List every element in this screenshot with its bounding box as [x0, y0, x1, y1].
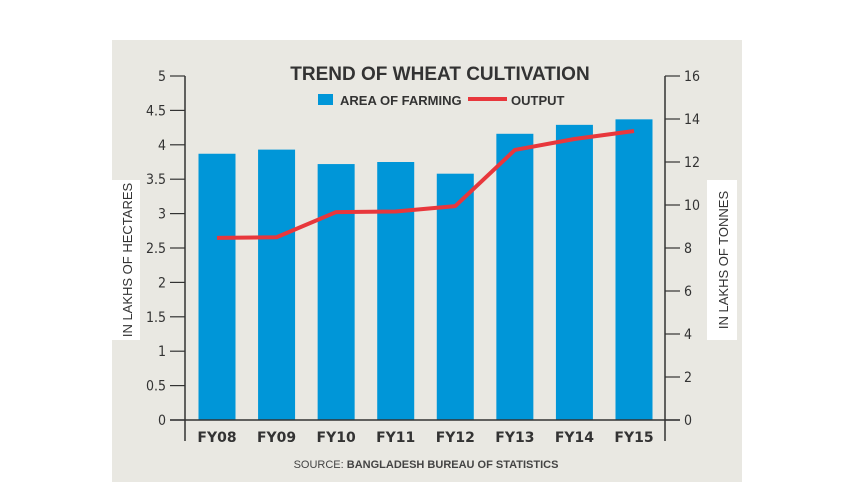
x-tick-label: FY11: [376, 430, 415, 446]
left-tick-label: 1.5: [146, 310, 166, 326]
x-tick-label: FY12: [436, 430, 475, 446]
left-tick-label: 4: [158, 138, 166, 154]
right-tick-label: 14: [684, 112, 700, 128]
chart-title: TREND OF WHEAT CULTIVATION: [290, 64, 589, 85]
right-tick-label: 4: [684, 327, 692, 343]
bar-fy14: [555, 124, 593, 421]
left-tick-label: 3.5: [146, 172, 166, 188]
bar-fy15: [615, 119, 653, 421]
left-tick-label: 5: [158, 69, 166, 85]
right-axis-label: IN LAKHS OF TONNES: [716, 191, 731, 330]
bar-fy13: [496, 133, 534, 421]
left-tick-label: 2: [158, 275, 166, 291]
legend-swatch-area: [318, 94, 333, 105]
bar-fy12: [436, 173, 474, 420]
left-tick-label: 0.5: [146, 379, 166, 395]
x-tick-label: FY08: [197, 430, 236, 446]
right-tick-label: 10: [684, 198, 700, 214]
legend-label-area: AREA OF FARMING: [340, 93, 462, 108]
left-tick-label: 3: [158, 207, 166, 223]
right-tick-label: 8: [684, 241, 692, 257]
source-prefix: SOURCE:: [294, 459, 344, 471]
bar-fy11: [377, 162, 415, 420]
left-tick-label: 2.5: [146, 241, 166, 257]
left-tick-label: 0: [158, 413, 166, 429]
left-tick-label: 4.5: [146, 103, 166, 119]
right-tick-label: 0: [684, 413, 692, 429]
right-axis-label-bg: [707, 180, 737, 340]
x-tick-label: FY09: [257, 430, 296, 446]
bar-fy10: [317, 164, 355, 420]
x-tick-label: FY15: [614, 430, 653, 446]
right-tick-label: 2: [684, 370, 692, 386]
left-axis-label: IN LAKHS OF HECTARES: [120, 182, 135, 337]
source-name: BANGLADESH BUREAU OF STATISTICS: [347, 459, 559, 471]
bar-fy09: [258, 149, 296, 420]
source-note: SOURCE: BANGLADESH BUREAU OF STATISTICS: [294, 459, 559, 471]
left-tick-label: 1: [158, 344, 166, 360]
x-tick-label: FY14: [555, 430, 594, 446]
x-tick-label: FY13: [495, 430, 534, 446]
right-tick-label: 12: [684, 155, 700, 171]
right-tick-label: 6: [684, 284, 692, 300]
x-tick-label: FY10: [317, 430, 356, 446]
legend-label-output: OUTPUT: [511, 93, 565, 108]
right-tick-label: 16: [684, 69, 700, 85]
left-axis-label-bg: [112, 180, 140, 340]
output-line: [216, 129, 635, 240]
bar-fy08: [198, 153, 236, 420]
